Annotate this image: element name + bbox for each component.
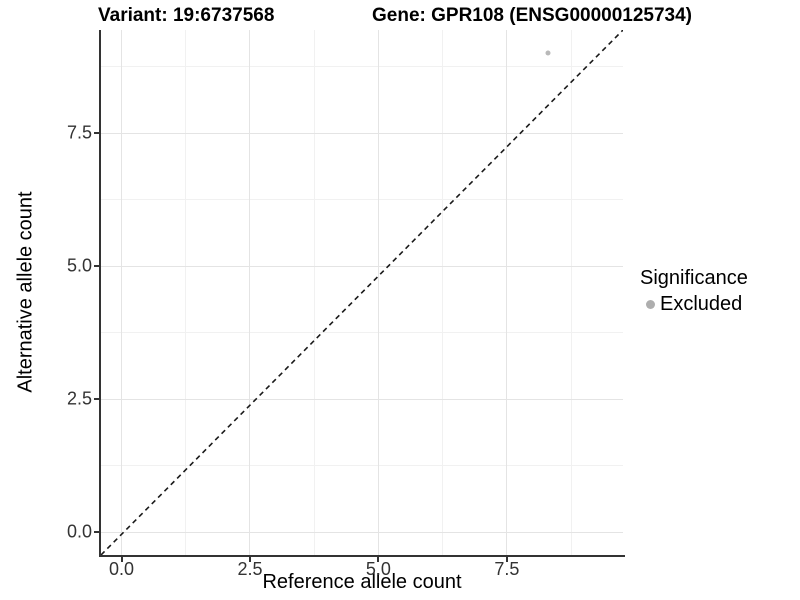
plot-panel bbox=[101, 30, 623, 555]
major-gridline-y bbox=[101, 398, 623, 400]
x-tick-label: 7.5 bbox=[494, 559, 520, 579]
x-tick-mark bbox=[377, 557, 380, 562]
x-axis-title: Reference allele count bbox=[262, 571, 462, 593]
legend-title: Significance bbox=[640, 267, 748, 289]
minor-gridline-y bbox=[101, 199, 623, 201]
y-tick-mark bbox=[94, 265, 99, 268]
minor-gridline-y bbox=[101, 66, 623, 68]
legend: Significance Excluded bbox=[640, 267, 748, 316]
minor-gridline-x bbox=[185, 30, 187, 555]
data-point bbox=[545, 50, 551, 56]
major-gridline-y bbox=[101, 265, 623, 267]
major-gridline-y bbox=[101, 531, 623, 533]
legend-entry: Excluded bbox=[640, 293, 748, 316]
major-gridline-y bbox=[101, 132, 623, 134]
minor-gridline-x bbox=[313, 30, 315, 555]
gene-title: Gene: GPR108 (ENSG00000125734) bbox=[372, 5, 693, 26]
minor-gridline-y bbox=[101, 465, 623, 467]
y-tick-label: 2.5 bbox=[66, 388, 92, 409]
legend-entry-label: Excluded bbox=[660, 293, 743, 315]
major-gridline-x bbox=[249, 30, 251, 555]
x-tick-mark bbox=[120, 557, 123, 562]
y-tick-label: 5.0 bbox=[66, 255, 92, 276]
x-tick-mark bbox=[505, 557, 508, 562]
x-tick-mark bbox=[248, 557, 251, 562]
y-tick-label: 0.0 bbox=[66, 521, 92, 542]
x-tick-label: 5.0 bbox=[365, 559, 391, 579]
x-tick-label: 0.0 bbox=[109, 559, 135, 579]
x-axis-line bbox=[99, 555, 625, 557]
y-tick-label: 7.5 bbox=[66, 122, 92, 143]
legend-key-point-icon bbox=[646, 300, 655, 309]
x-tick-label: 2.5 bbox=[237, 559, 263, 579]
y-tick-mark bbox=[94, 531, 99, 534]
minor-gridline-x bbox=[442, 30, 444, 555]
y-tick-mark bbox=[94, 398, 99, 401]
minor-gridline-x bbox=[570, 30, 572, 555]
identity-line-container bbox=[101, 30, 623, 555]
major-gridline-x bbox=[121, 30, 123, 555]
y-axis-title: Alternative allele count bbox=[14, 191, 37, 393]
y-axis-line bbox=[99, 30, 101, 557]
y-tick-mark bbox=[94, 132, 99, 135]
major-gridline-x bbox=[377, 30, 379, 555]
identity-dashed-line bbox=[101, 30, 623, 555]
minor-gridline-y bbox=[101, 332, 623, 334]
variant-title: Variant: 19:6737568 bbox=[98, 5, 275, 26]
major-gridline-x bbox=[506, 30, 508, 555]
